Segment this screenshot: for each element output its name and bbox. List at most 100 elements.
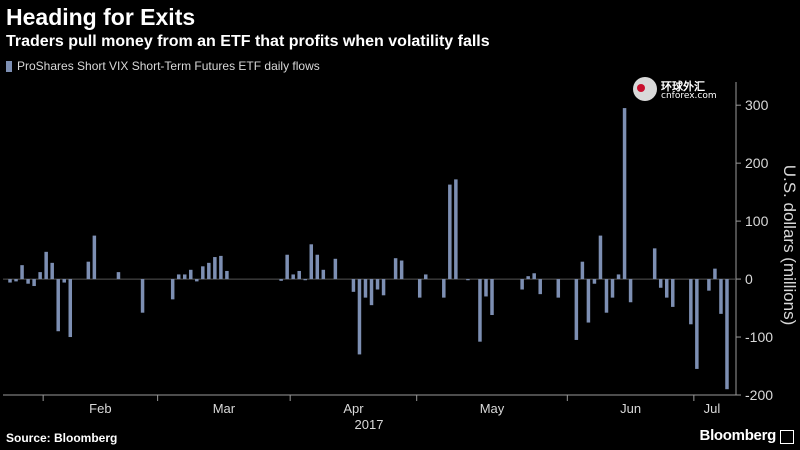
bar [526, 276, 530, 280]
bar [68, 279, 73, 338]
bar [484, 279, 488, 297]
bar [182, 274, 187, 280]
bar [213, 257, 217, 280]
bar [664, 279, 669, 298]
x-tick-label: Apr [343, 401, 364, 416]
bar [652, 248, 657, 280]
bar [62, 279, 66, 283]
x-tick-label: May [480, 401, 505, 416]
x-tick-label: Feb [89, 401, 111, 416]
bar [357, 279, 362, 355]
bar [466, 279, 470, 281]
bar [315, 254, 320, 280]
x-tick-label: Jul [704, 401, 721, 416]
bar [490, 279, 494, 316]
y-axis-label: U.S. dollars (millions) [780, 165, 799, 326]
bar [291, 274, 295, 280]
bar [671, 279, 675, 307]
bar [20, 265, 24, 280]
legend-label: ProShares Short VIX Short-Term Futures E… [17, 59, 320, 73]
bar [195, 279, 199, 282]
bar [56, 279, 60, 332]
x-tick-label: Jun [620, 401, 641, 416]
bar [448, 184, 452, 280]
bar [14, 279, 18, 282]
bar [695, 279, 699, 369]
bar [478, 279, 482, 342]
bar [189, 269, 193, 280]
bar [689, 279, 693, 325]
bar [363, 279, 368, 298]
bar [598, 235, 603, 280]
bar [86, 261, 91, 280]
brand-mark-icon [780, 430, 794, 444]
bar [616, 274, 621, 280]
bar [225, 270, 229, 280]
bar [592, 279, 597, 284]
y-tick-label: 200 [745, 155, 769, 171]
bar [333, 258, 338, 280]
watermark: 环球外汇 cnforex.com [633, 77, 717, 105]
watermark-en-text: cnforex.com [661, 91, 717, 101]
bar [628, 279, 633, 303]
legend-swatch [6, 60, 12, 72]
brand-logo: Bloomberg [699, 427, 777, 444]
bar [725, 279, 729, 390]
bar [176, 274, 181, 280]
bar [50, 262, 54, 280]
bar [8, 279, 12, 283]
bar [297, 270, 301, 280]
watermark-cn-text: 环球外汇 [661, 80, 705, 93]
y-tick-label: 100 [745, 213, 769, 229]
bar [520, 279, 524, 290]
bar [658, 279, 663, 288]
y-tick-label: 0 [745, 271, 753, 287]
bar [580, 261, 585, 280]
bar [393, 258, 398, 280]
bar [140, 279, 145, 313]
bar [423, 274, 428, 280]
bar [538, 279, 542, 295]
bar [309, 244, 314, 280]
bar [285, 254, 289, 280]
y-tick-label: -100 [745, 329, 773, 345]
bar [610, 279, 615, 298]
watermark-logo-icon [633, 77, 657, 101]
bar [279, 279, 283, 281]
bar [442, 279, 446, 298]
bar [707, 279, 711, 291]
y-tick-label: -200 [745, 387, 773, 403]
bar [586, 279, 591, 323]
source-note: Source: Bloomberg [6, 431, 118, 445]
bar [38, 272, 42, 280]
bar [303, 279, 307, 281]
bar [454, 179, 458, 280]
y-tick-label: 300 [745, 97, 769, 113]
bar [369, 279, 374, 306]
bar [375, 279, 380, 290]
bar [207, 262, 211, 280]
bar [399, 260, 404, 280]
bar [713, 268, 717, 280]
bar [321, 269, 326, 280]
bar [32, 279, 36, 287]
bar [604, 279, 609, 313]
bar [417, 279, 422, 298]
x-axis-label: 2017 [355, 417, 384, 432]
bar [381, 279, 386, 296]
bar [44, 251, 48, 280]
bar [92, 235, 97, 280]
bar [201, 266, 205, 280]
chart-title: Heading for Exits [6, 4, 196, 30]
x-tick-label: Mar [213, 401, 236, 416]
bar [719, 279, 723, 314]
bar [26, 279, 30, 284]
chart-subtitle: Traders pull money from an ETF that prof… [6, 33, 490, 50]
bar [574, 279, 579, 340]
bar [622, 108, 627, 280]
bar [116, 272, 121, 280]
bar [170, 279, 175, 300]
bar [532, 273, 536, 280]
bar [219, 255, 223, 280]
